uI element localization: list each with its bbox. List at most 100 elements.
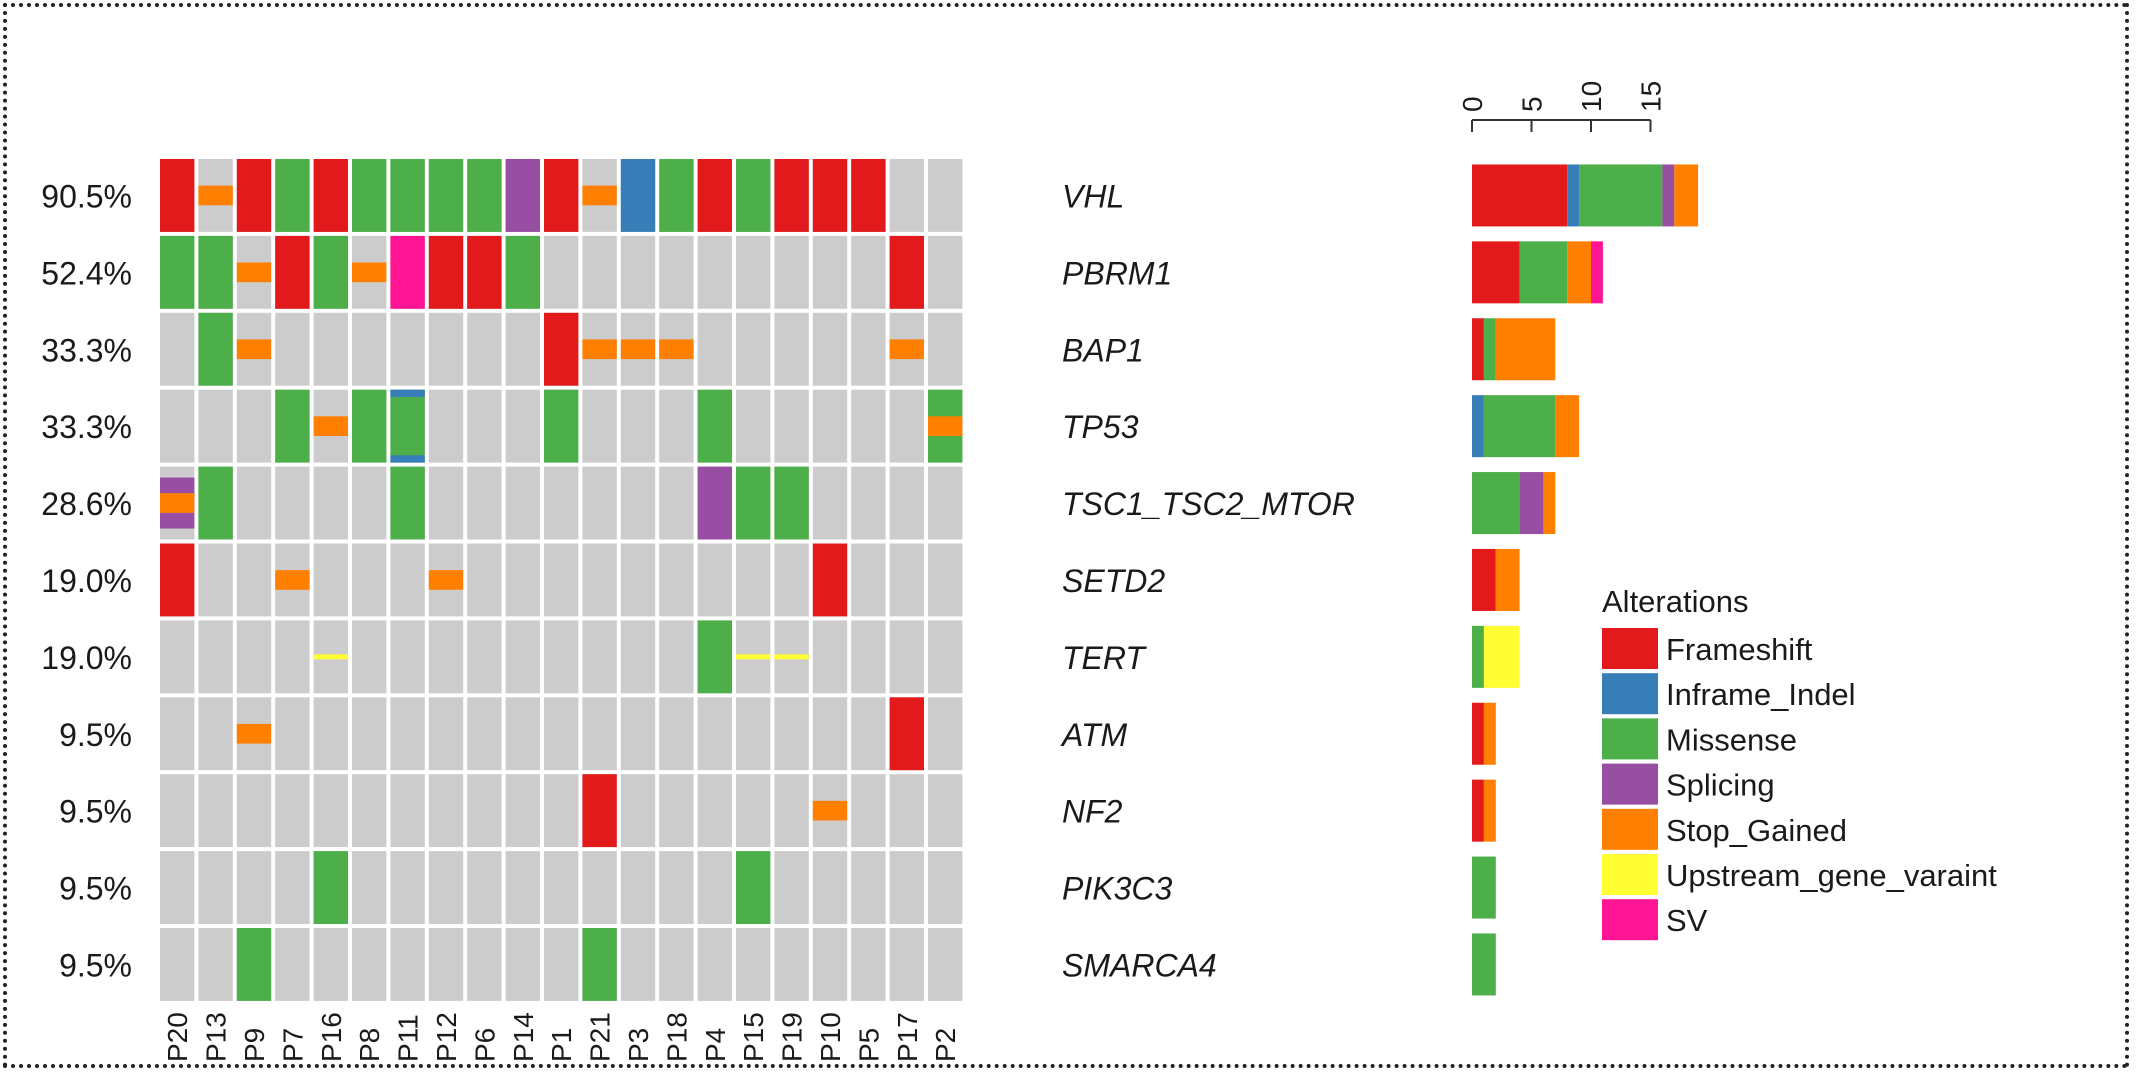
cell-tsc1-tsc2-mtor-p5 <box>851 466 886 540</box>
cell-bap1-p16 <box>313 312 348 386</box>
cell-atm-p8 <box>352 697 387 771</box>
gene-label-tert: TERT <box>1062 640 1147 676</box>
sample-label-p19: P19 <box>777 1012 808 1062</box>
alteration-nf2-p21-frameshift <box>582 774 617 848</box>
count-axis: 0 5 10 15 <box>1457 81 1667 132</box>
cell-smarca4-p20 <box>160 928 195 1001</box>
cell-tp53-p9 <box>236 389 272 463</box>
cell-bap1-p8 <box>352 312 387 386</box>
cell-tert-p11 <box>390 620 425 694</box>
cell-tp53-p3 <box>620 389 656 463</box>
cell-atm-p2 <box>928 697 963 771</box>
percent-tsc1-tsc2-mtor: 28.6% <box>41 486 132 522</box>
cell-pik3c3-p14 <box>505 851 540 924</box>
sample-label-p20: P20 <box>162 1012 193 1062</box>
cell-nf2-p13 <box>198 774 233 848</box>
gene-label-setd2: SETD2 <box>1062 563 1165 599</box>
cell-pik3c3-p21 <box>582 851 617 924</box>
cell-setd2-p17 <box>889 543 924 617</box>
cell-bap1-p11 <box>390 312 425 386</box>
cell-tsc1-tsc2-mtor-p12 <box>428 466 464 540</box>
count-tick-label-0: 0 <box>1457 96 1488 112</box>
cell-nf2-p20 <box>160 774 195 848</box>
bar-pbrm1-stop-gained <box>1567 241 1591 304</box>
cell-smarca4-p4 <box>697 928 732 1001</box>
alteration-tp53-p11-missense <box>390 389 425 463</box>
cell-atm-p6 <box>467 697 502 771</box>
alteration-smarca4-p9-missense <box>236 928 272 1001</box>
cell-atm-p1 <box>544 697 579 771</box>
cell-tp53-p5 <box>851 389 886 463</box>
alteration-vhl-p6-missense <box>467 159 502 232</box>
cell-nf2-p18 <box>659 774 694 848</box>
cell-atm-p10 <box>812 697 848 771</box>
cell-smarca4-p12 <box>428 928 464 1001</box>
gene-label-pik3c3: PIK3C3 <box>1062 871 1172 907</box>
cell-setd2-p21 <box>582 543 617 617</box>
cell-nf2-p7 <box>275 774 310 848</box>
cell-tsc1-tsc2-mtor-p21 <box>582 466 617 540</box>
legend-swatch-upstream-gene-varaint <box>1602 854 1658 895</box>
cell-pbrm1-p4 <box>697 235 732 309</box>
bar-atm-frameshift <box>1472 702 1484 765</box>
sample-label-p2: P2 <box>930 1028 961 1062</box>
alteration-smarca4-p21-missense <box>582 928 617 1001</box>
cell-setd2-p11 <box>390 543 425 617</box>
cell-bap1-p19 <box>774 312 809 386</box>
alteration-vhl-p20-frameshift <box>160 159 195 232</box>
sample-label-p12: P12 <box>431 1012 462 1062</box>
gene-labels: VHL PBRM1 BAP1 TP53 TSC1_TSC2_MTOR SETD2 TERT A… <box>1060 178 1355 983</box>
sample-labels: P20 P13 P9 P7 P16 P8 P11 P12 P6 P14 P1 P21 P3 P18 P4 P1… <box>162 1012 961 1062</box>
count-tick-label-15: 15 <box>1636 81 1667 112</box>
cell-setd2-p18 <box>659 543 694 617</box>
cell-setd2-p15 <box>736 543 771 617</box>
cell-smarca4-p13 <box>198 928 233 1001</box>
cell-atm-p13 <box>198 697 233 771</box>
legend-swatch-inframe-indel <box>1602 673 1658 715</box>
cell-pik3c3-p13 <box>198 851 233 924</box>
cell-pbrm1-p18 <box>659 235 694 309</box>
sample-label-p11: P11 <box>393 1014 424 1062</box>
cell-setd2-p4 <box>697 543 732 617</box>
cell-tp53-p15 <box>736 389 771 463</box>
alteration-atm-p9-stop-gained <box>236 723 272 744</box>
sample-label-p13: P13 <box>201 1012 232 1062</box>
cell-tert-p13 <box>198 620 233 694</box>
cell-vhl-p17 <box>889 159 924 232</box>
cell-smarca4-p6 <box>467 928 502 1001</box>
alteration-vhl-p13-stop-gained <box>198 185 233 206</box>
alteration-bap1-p3-stop-gained <box>620 339 656 360</box>
cell-tert-p7 <box>275 620 310 694</box>
alteration-vhl-p16-frameshift <box>313 159 348 232</box>
cell-tsc1-tsc2-mtor-p10 <box>812 466 848 540</box>
alteration-pbrm1-p9-stop-gained <box>236 262 272 283</box>
alteration-vhl-p1-frameshift <box>544 159 579 232</box>
cell-bap1-p7 <box>275 312 310 386</box>
cell-atm-p20 <box>160 697 195 771</box>
cell-setd2-p6 <box>467 543 502 617</box>
cell-pik3c3-p4 <box>697 851 732 924</box>
cell-bap1-p2 <box>928 312 963 386</box>
cell-bap1-p4 <box>697 312 732 386</box>
bar-tsc1-tsc2-mtor-splicing <box>1519 472 1544 535</box>
sample-label-p16: P16 <box>316 1012 347 1062</box>
alteration-setd2-p20-frameshift <box>160 543 195 617</box>
bar-vhl-inframe-indel <box>1567 164 1580 227</box>
figure-frame <box>3 3 2129 1068</box>
sample-label-p15: P15 <box>738 1012 769 1062</box>
alteration-tert-p4-missense <box>697 620 732 694</box>
sample-label-p8: P8 <box>354 1028 385 1062</box>
sample-label-p1: P1 <box>546 1028 577 1062</box>
cell-pik3c3-p3 <box>620 851 656 924</box>
cell-setd2-p5 <box>851 543 886 617</box>
bar-pbrm1-frameshift <box>1472 241 1520 304</box>
cell-smarca4-p17 <box>889 928 924 1001</box>
cell-pbrm1-p3 <box>620 235 656 309</box>
bar-pik3c3-missense <box>1472 856 1496 919</box>
alteration-tert-p19-upstream-gene-varaint <box>774 654 809 660</box>
alteration-marks <box>160 159 963 1001</box>
cell-tert-p9 <box>236 620 272 694</box>
legend-label-missense: Missense <box>1666 722 1797 757</box>
cell-nf2-p9 <box>236 774 272 848</box>
cell-tsc1-tsc2-mtor-p3 <box>620 466 656 540</box>
